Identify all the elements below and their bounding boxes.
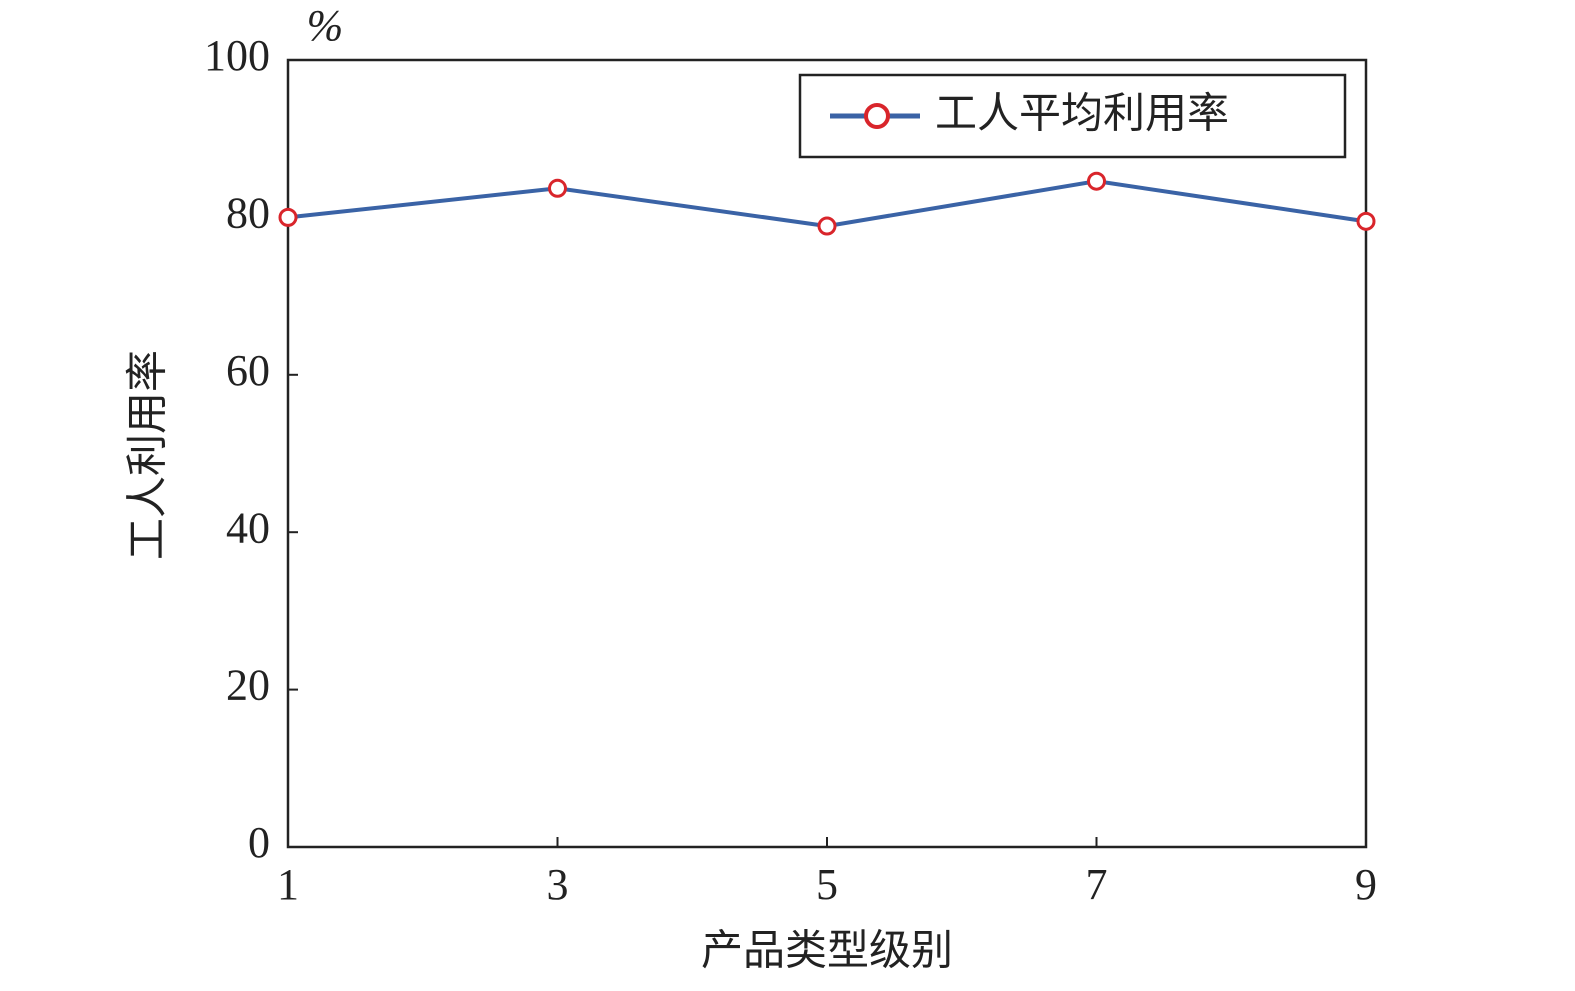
legend-marker bbox=[864, 103, 890, 129]
marker bbox=[817, 216, 837, 236]
y-tick-label: 100 bbox=[204, 31, 270, 80]
x-tick-label: 7 bbox=[1086, 860, 1108, 909]
legend-label: 工人平均利用率 bbox=[935, 89, 1229, 138]
marker bbox=[1356, 211, 1376, 231]
y-tick-label: 40 bbox=[226, 503, 270, 552]
x-tick-label: 1 bbox=[277, 860, 299, 909]
y-tick-label: 0 bbox=[248, 818, 270, 867]
y-tick-label: 60 bbox=[226, 346, 270, 395]
x-tick-label: 5 bbox=[816, 860, 838, 909]
marker bbox=[1087, 171, 1106, 191]
y-axis-label: 工人利用率 bbox=[123, 350, 172, 560]
plot-frame bbox=[286, 58, 1368, 849]
marker bbox=[548, 178, 567, 198]
y-tick-label: 20 bbox=[226, 661, 270, 710]
marker bbox=[278, 207, 298, 227]
unit-label: % bbox=[307, 1, 344, 50]
x-axis-label: 产品类型级别 bbox=[701, 926, 953, 975]
y-tick-label: 80 bbox=[226, 188, 270, 237]
x-tick-label: 9 bbox=[1355, 860, 1377, 909]
x-tick-label: 3 bbox=[547, 860, 569, 909]
